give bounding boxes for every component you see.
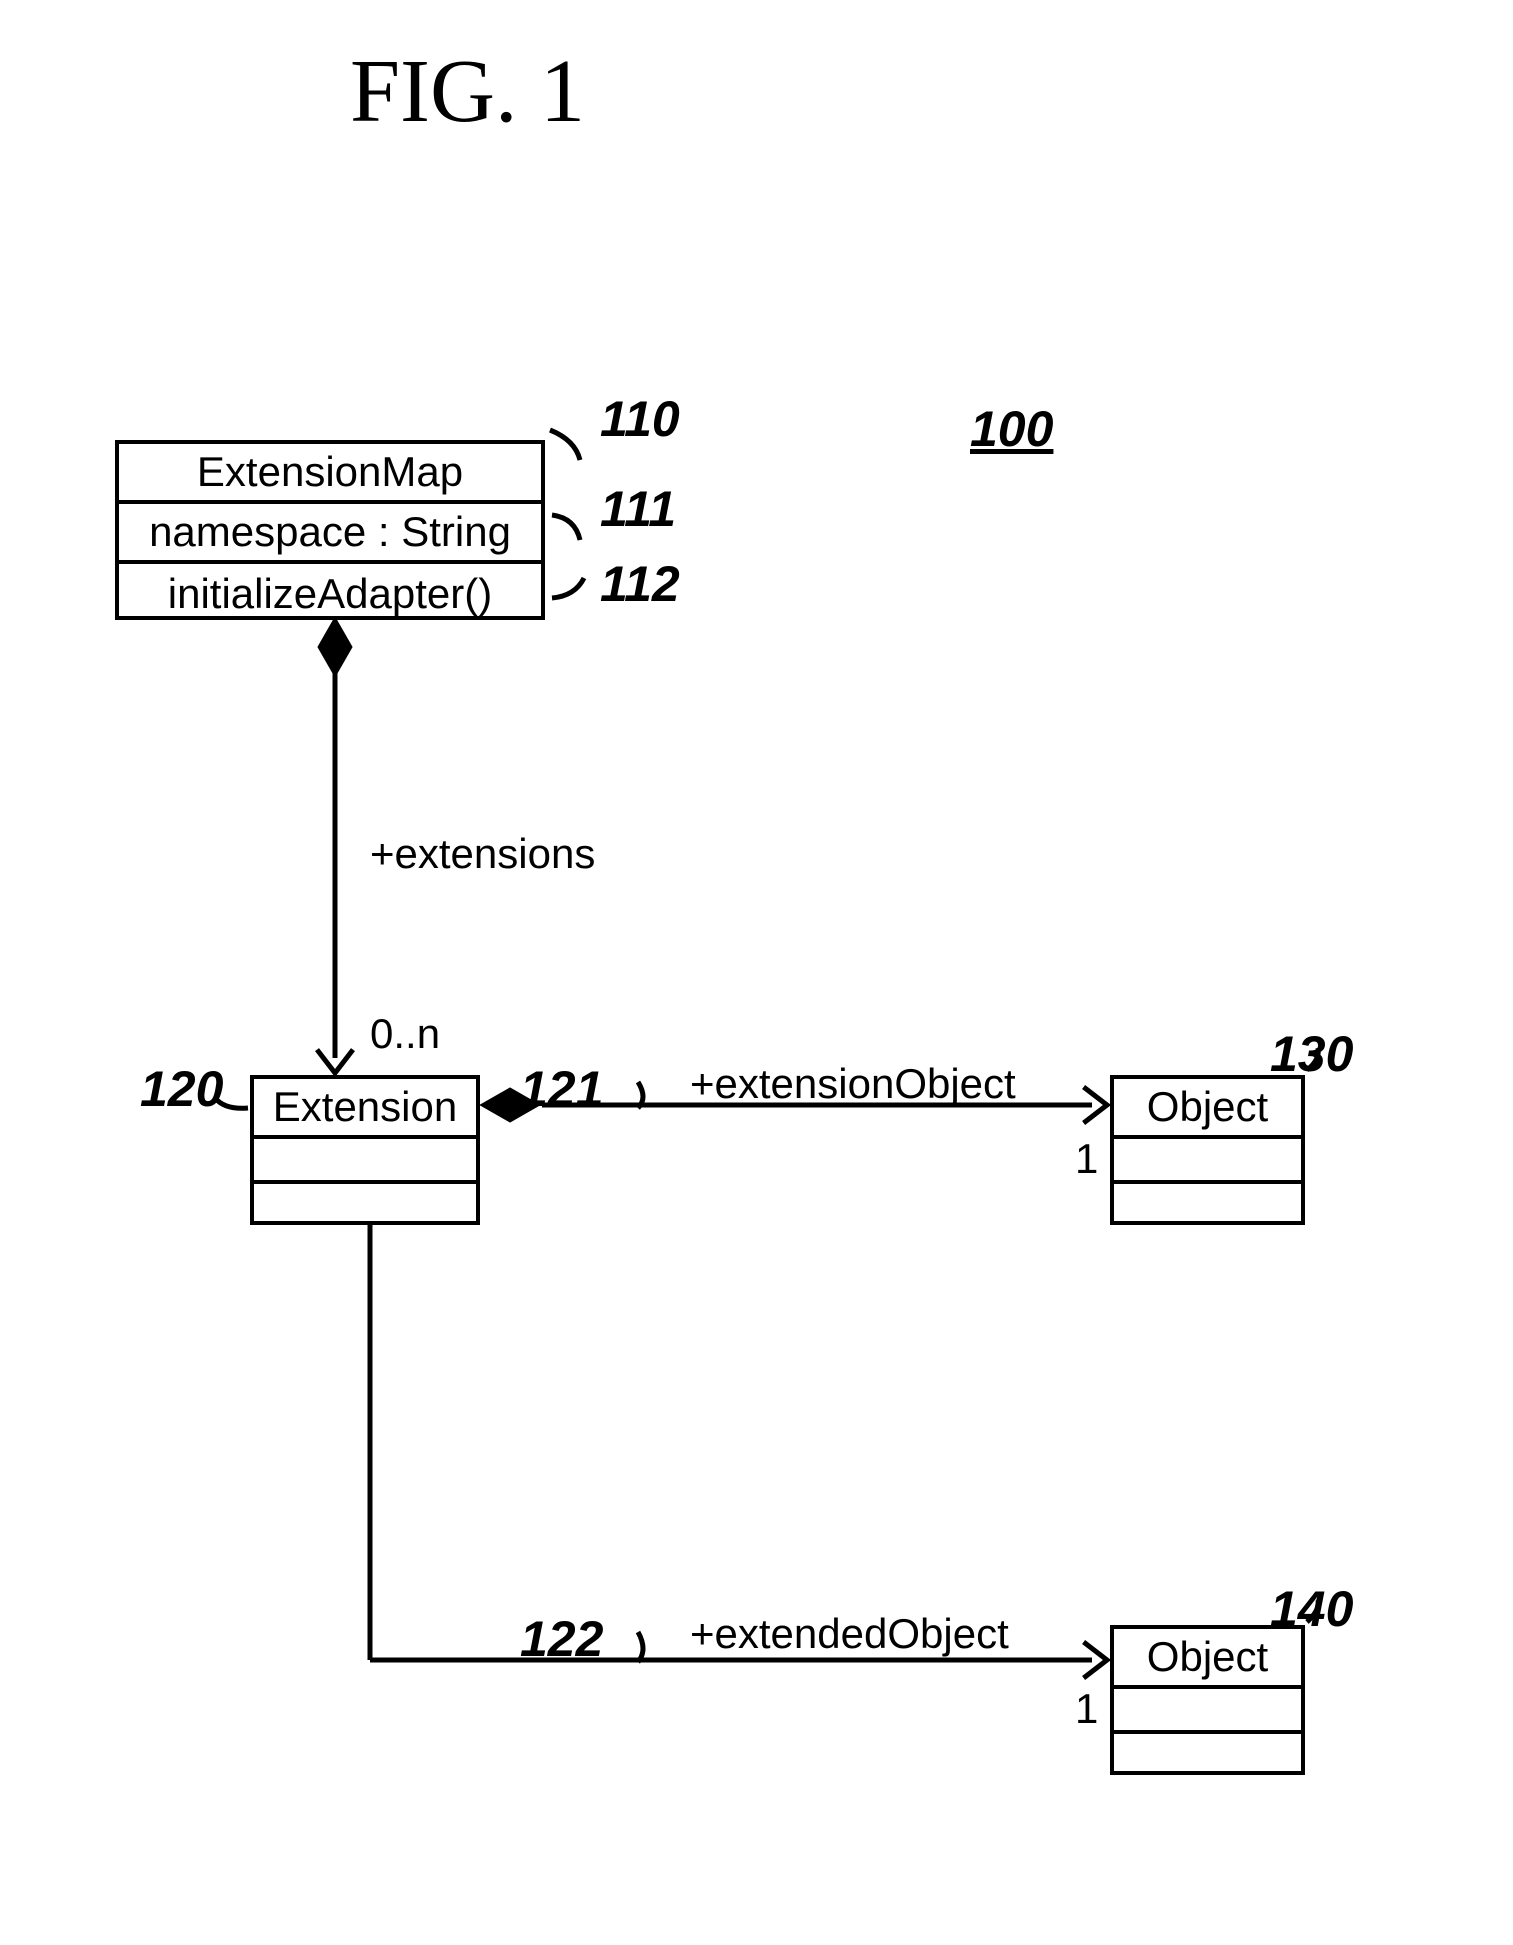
class-object-130-title: Object [1114,1079,1301,1139]
class-object-140: Object [1110,1625,1305,1775]
class-extension-map-operation: initializeAdapter() [119,564,541,624]
assoc-label-extensions: +extensions [370,830,595,878]
ref-label-100: 100 [970,400,1053,458]
class-extension-map-title: ExtensionMap [119,444,541,504]
mult-label-extended-object: 1 [1075,1685,1098,1733]
class-extension: Extension [250,1075,480,1225]
class-object-140-attrs [1114,1689,1301,1734]
figure-title: FIG. 1 [350,40,585,143]
mult-label-extensions: 0..n [370,1010,440,1058]
ref-label-110: 110 [600,390,680,448]
class-object-130-ops [1114,1184,1301,1221]
assoc-label-extended-object: +extendedObject [690,1610,1009,1658]
class-extension-attrs [254,1139,476,1184]
class-object-130: Object [1110,1075,1305,1225]
class-object-130-attrs [1114,1139,1301,1184]
class-extension-map-attribute: namespace : String [119,504,541,564]
class-object-140-title: Object [1114,1629,1301,1689]
mult-label-extension-object: 1 [1075,1135,1098,1183]
class-extension-title: Extension [254,1079,476,1139]
ref-label-122: 122 [520,1610,603,1668]
ref-label-111: 111 [600,480,676,538]
assoc-label-extension-object: +extensionObject [690,1060,1016,1108]
ref-label-120: 120 [140,1060,223,1118]
class-object-140-ops [1114,1734,1301,1771]
class-extension-ops [254,1184,476,1221]
ref-label-112: 112 [600,555,680,613]
class-extension-map: ExtensionMap namespace : String initiali… [115,440,545,620]
ref-label-121: 121 [520,1060,603,1118]
